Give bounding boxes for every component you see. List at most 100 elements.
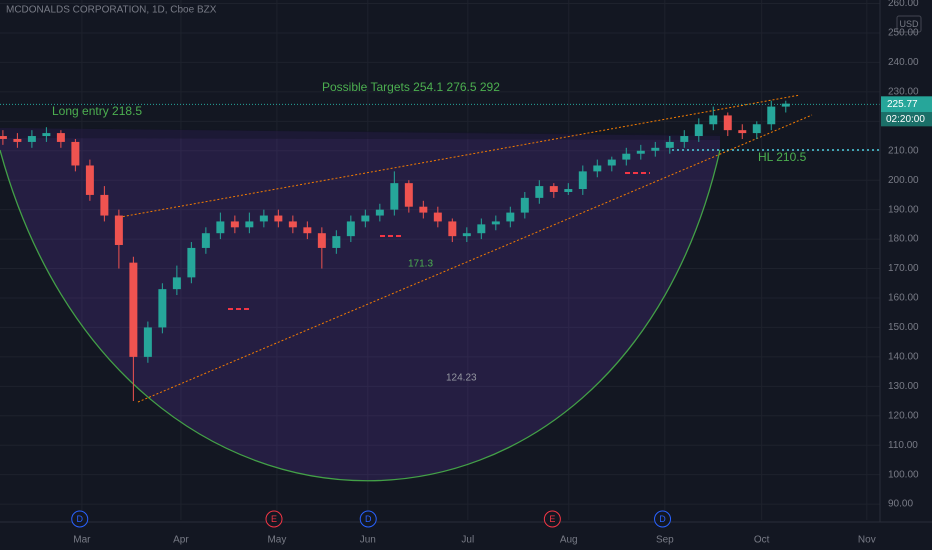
candle-body (738, 130, 747, 134)
x-tick-label: May (267, 535, 286, 546)
candle-body (129, 262, 138, 357)
candle-body (607, 159, 616, 166)
candle-body (767, 106, 776, 125)
event-label: E (549, 514, 555, 524)
y-tick-label: 140.00 (888, 352, 919, 363)
candle-body (419, 206, 428, 213)
candle-body (201, 233, 210, 248)
y-tick-label: 250.00 (888, 28, 919, 39)
x-tick-label: Jun (360, 535, 376, 546)
x-tick-label: Aug (560, 535, 578, 546)
y-tick-label: 190.00 (888, 204, 919, 215)
candle-body (56, 133, 65, 142)
candle-body (694, 124, 703, 137)
event-marker (265, 510, 283, 528)
candle-body (288, 221, 297, 228)
event-marker (71, 510, 89, 528)
candle-body (100, 194, 109, 216)
chart-title: MCDONALDS CORPORATION, 1D, Cboe BZX (6, 5, 217, 16)
candle-body (390, 183, 399, 210)
x-tick-label: Mar (73, 535, 91, 546)
x-tick-label: Jul (461, 535, 474, 546)
x-tick-label: Oct (754, 535, 770, 546)
axes: 90.00 100.00 110.00 120.00 130.00 140.00 150.0… (71, 0, 932, 546)
candle-body (477, 224, 486, 234)
candle-body (462, 233, 471, 237)
candle-body (781, 103, 790, 107)
candle-body (143, 327, 152, 357)
candle-body (0, 136, 7, 139)
candle-body (752, 124, 761, 134)
y-tick-label: 90.00 (888, 499, 913, 510)
candle-body (346, 221, 355, 237)
candle-body (317, 233, 326, 248)
x-tick-label: Apr (173, 535, 189, 546)
candle-body (216, 221, 225, 234)
annotation: 124.23 (446, 373, 477, 384)
countdown-tag (881, 112, 932, 127)
y-tick-label: 130.00 (888, 381, 919, 392)
candle-body (85, 165, 94, 195)
event-label: D (76, 514, 83, 524)
candle-body (158, 289, 167, 328)
candle-body (114, 215, 123, 245)
cup-curve (0, 149, 721, 482)
y-tick-label: 180.00 (888, 234, 919, 245)
candle-body (187, 247, 196, 278)
candle-body (42, 133, 51, 137)
y-tick-label: 160.00 (888, 293, 919, 304)
candle-body (361, 215, 370, 222)
candle-body (680, 136, 689, 142)
y-tick-label: 150.00 (888, 322, 919, 333)
annotation: 171.3 (408, 259, 433, 270)
candle-body (404, 183, 413, 207)
y-tick-label: 200.00 (888, 175, 919, 186)
candle-body (433, 212, 442, 222)
candle-body (549, 186, 558, 192)
candle-body (303, 227, 312, 234)
candle-body (332, 236, 341, 248)
y-tick-label: 210.00 (888, 145, 919, 156)
price-tag-label: 225.77 (887, 99, 918, 110)
candle-body (27, 136, 36, 142)
candle-body (230, 221, 239, 228)
event-marker (654, 510, 672, 528)
candle-body (375, 209, 384, 216)
candle-body (593, 165, 602, 172)
currency: USD (899, 19, 919, 29)
y-tick-label: 100.00 (888, 469, 919, 480)
x-tick-label: Sep (656, 535, 674, 546)
countdown-label: 02:20:00 (886, 114, 925, 125)
candle-body (274, 215, 283, 222)
annotation: Possible Targets 254.1 276.5 292 (322, 80, 500, 94)
cup-area (0, 128, 720, 481)
candle-body (651, 147, 660, 151)
candle-body (71, 141, 80, 166)
candle-body (723, 115, 732, 131)
y-tick-label: 110.00 (888, 440, 918, 451)
candle-body (172, 277, 181, 290)
event-marker (543, 510, 561, 528)
x-axis (0, 522, 932, 550)
y-tick-label: 260.00 (888, 0, 919, 9)
y-tick-label: 170.00 (888, 263, 919, 274)
candle-body (259, 215, 268, 222)
annotation: Long entry 218.5 (52, 104, 142, 118)
x-tick-label: Nov (858, 535, 876, 546)
y-tick-label: 120.00 (888, 410, 919, 421)
price-tag (881, 96, 932, 113)
y-tick-label: 240.00 (888, 57, 919, 68)
candle-body (535, 186, 544, 198)
event-marker (359, 510, 377, 528)
annotation: HL 210.5 (758, 150, 807, 164)
cup-rim (0, 128, 720, 140)
event-label: D (659, 514, 666, 524)
y-axis (880, 0, 932, 522)
candle-body (622, 153, 631, 160)
candle-body (506, 212, 515, 222)
candle-body (448, 221, 457, 237)
candle-body (520, 197, 529, 213)
y-tick-label: 230.00 (888, 87, 919, 98)
candle-body (709, 115, 718, 125)
